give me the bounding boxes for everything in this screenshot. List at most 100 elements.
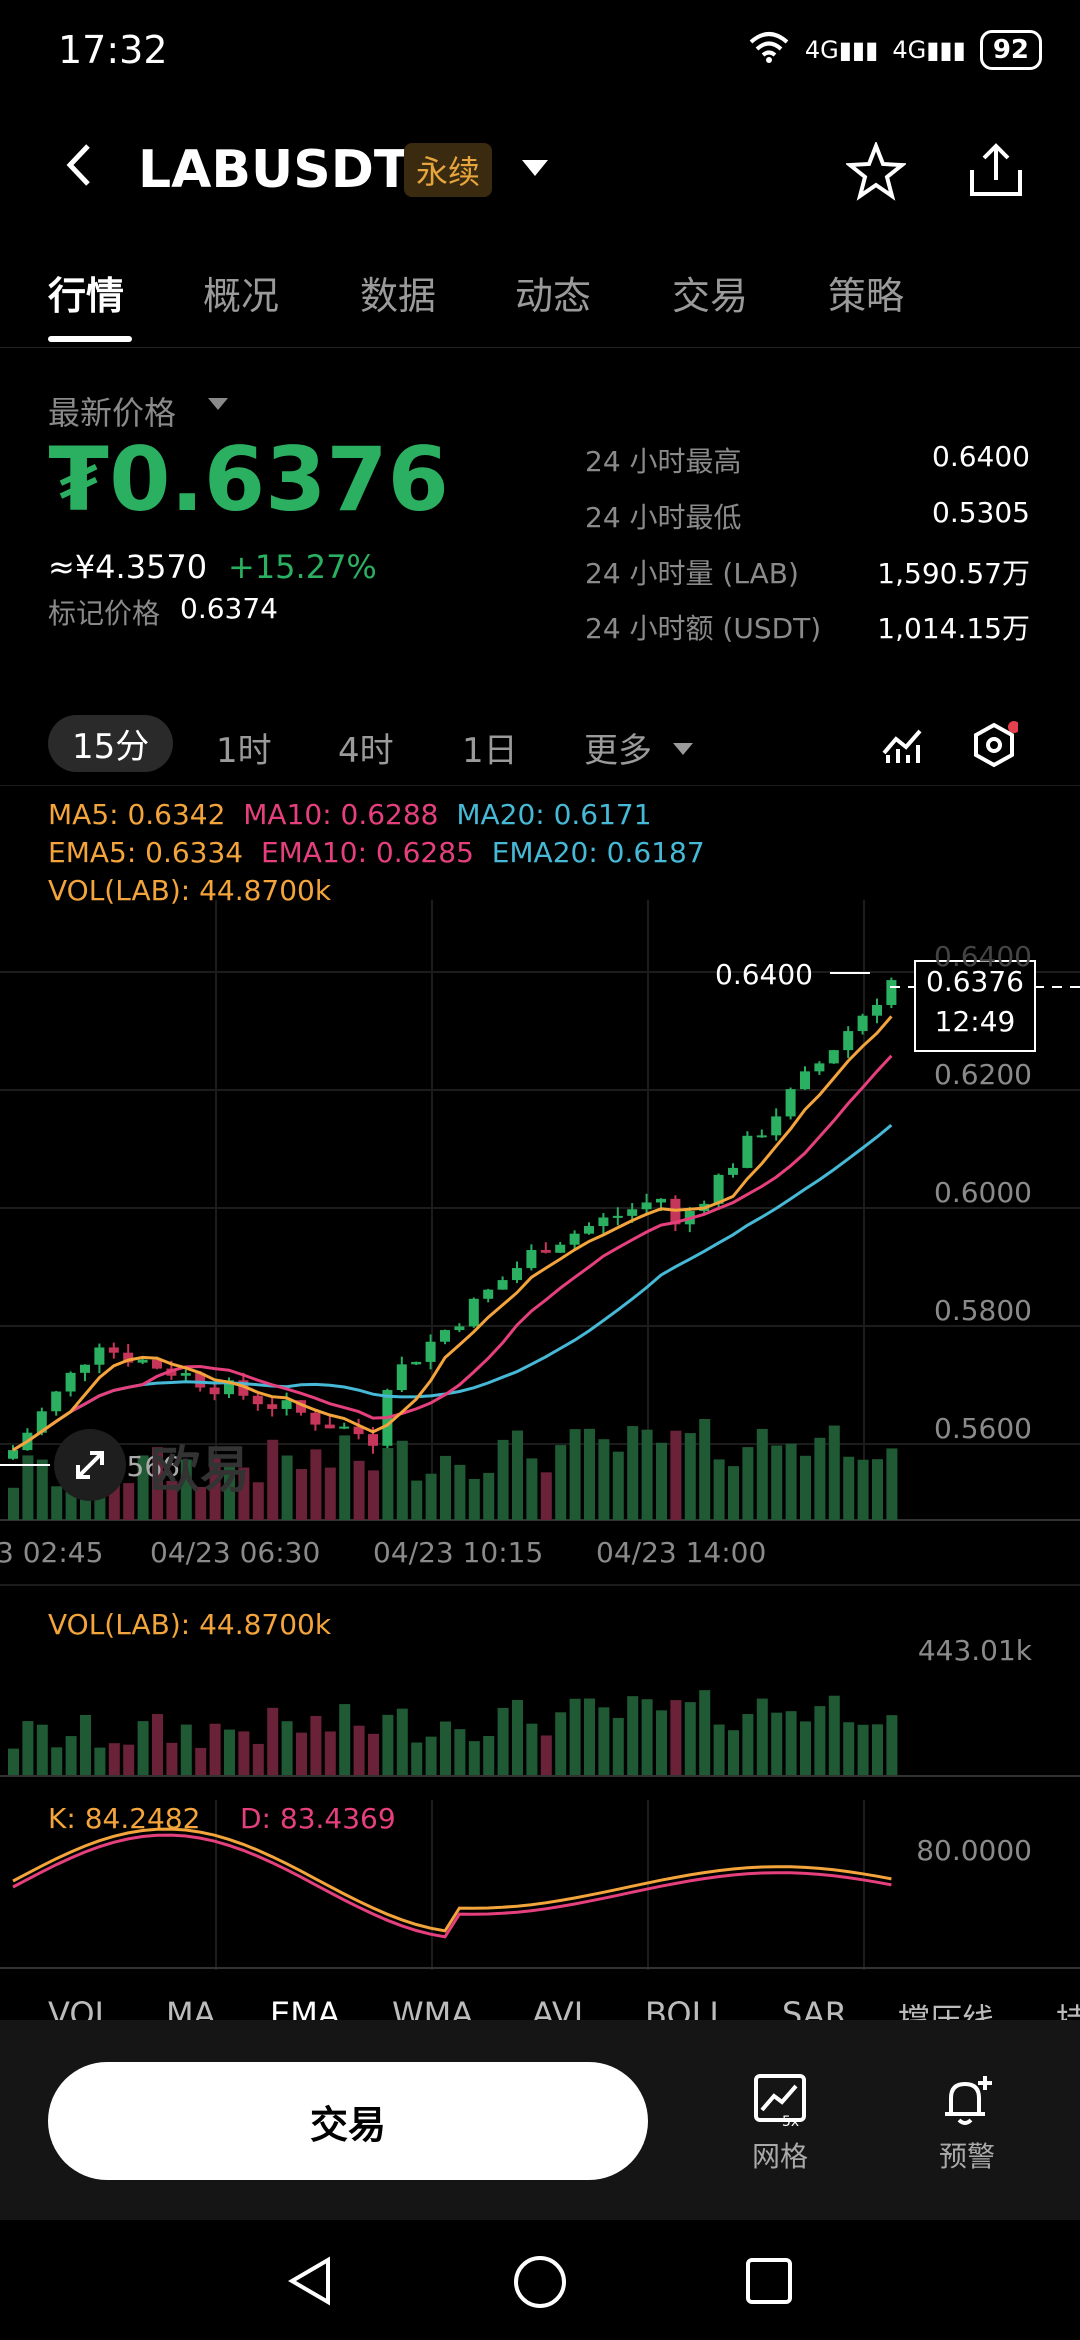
volume-bar	[454, 1729, 466, 1776]
price-axis-label: 0.5600	[934, 1412, 1032, 1445]
trade-button[interactable]: 交易	[48, 2062, 648, 2180]
interval-1h[interactable]: 1时	[216, 731, 272, 771]
favorite-star-icon[interactable]	[844, 140, 908, 206]
price-label-caret-icon[interactable]	[206, 396, 230, 416]
nav-recents-icon[interactable]	[744, 2256, 794, 2310]
volume-bar	[540, 1735, 552, 1776]
candle	[742, 1135, 753, 1168]
dropdown-caret-icon[interactable]	[520, 158, 550, 182]
volume-bar	[800, 1721, 811, 1776]
candle	[497, 1280, 508, 1290]
candle	[80, 1364, 90, 1373]
volume-bar	[728, 1466, 739, 1520]
ma-line: MA5: 0.6342 MA10: 0.6288 MA20: 0.6171	[48, 798, 652, 831]
expand-icon[interactable]	[50, 1425, 130, 1509]
volume-bar	[742, 1714, 754, 1776]
interval-15m[interactable]: 15分	[48, 715, 174, 772]
alert-button[interactable]: 预警	[922, 2072, 1012, 2175]
volume-bar	[368, 1733, 379, 1776]
volume-bar	[123, 1744, 135, 1776]
interval-more[interactable]: 更多	[584, 731, 652, 771]
more-caret-icon[interactable]	[672, 741, 694, 760]
tab-overview[interactable]: 概况	[203, 274, 280, 318]
settings-hexagon-icon[interactable]	[970, 721, 1020, 773]
volume-bar	[36, 1724, 48, 1776]
candle	[526, 1250, 537, 1269]
volume-bar	[166, 1742, 178, 1776]
tab-strategy[interactable]: 策略	[828, 274, 905, 318]
volume-bar	[94, 1486, 106, 1520]
price-cny: ≈¥4.3570	[48, 548, 208, 586]
price-axis-label: 0.6400	[934, 940, 1032, 973]
candle	[656, 1198, 666, 1203]
tab-market[interactable]: 行情	[48, 274, 125, 318]
tab-news[interactable]: 动态	[515, 274, 592, 318]
mark-price-label: 标记价格	[48, 597, 161, 630]
volume-bar	[324, 1731, 336, 1776]
candle	[108, 1347, 119, 1353]
time-axis-label: 04/23 14:00	[596, 1536, 767, 1569]
grid-button[interactable]: 5x 网格	[735, 2072, 825, 2175]
tab-data[interactable]: 数据	[360, 274, 437, 318]
kline-chart[interactable]	[0, 900, 1080, 2000]
interval-bar: 15分 1时 4时 1日 更多	[0, 705, 1080, 786]
candle	[324, 1424, 335, 1429]
nav-back-icon[interactable]	[284, 2254, 338, 2312]
interval-4h[interactable]: 4时	[338, 731, 394, 771]
volume-bar	[555, 1712, 567, 1776]
candle	[8, 1450, 18, 1459]
volume-bar	[555, 1445, 567, 1520]
ema20-value: EMA20: 0.6187	[491, 836, 705, 869]
volume-bar	[137, 1721, 149, 1776]
time-axis-label: 04/23 10:15	[373, 1536, 544, 1569]
volume-bar	[670, 1430, 682, 1520]
volume-bar	[598, 1439, 610, 1520]
volume-bar	[627, 1426, 639, 1520]
candle	[353, 1426, 364, 1435]
volume-bar	[684, 1702, 696, 1776]
volume-bar	[886, 1448, 898, 1520]
volume-bar	[584, 1428, 595, 1520]
volume-bar	[396, 1708, 408, 1776]
active-tab-indicator	[48, 336, 132, 342]
nav-home-icon[interactable]	[512, 2254, 568, 2314]
candle	[598, 1217, 609, 1227]
candle	[800, 1071, 810, 1090]
candle	[152, 1359, 162, 1369]
indicator-chart-icon[interactable]	[880, 723, 924, 771]
high-label: 0.6400	[715, 958, 813, 991]
candle	[238, 1380, 249, 1396]
candle	[180, 1373, 191, 1376]
volume-bar	[699, 1690, 711, 1776]
candle	[771, 1116, 782, 1136]
volume-bar	[785, 1443, 797, 1520]
stat-label: 24 小时最低	[585, 501, 742, 534]
share-icon[interactable]	[966, 140, 1026, 204]
volume-bar	[267, 1439, 279, 1520]
volume-bar	[440, 1721, 451, 1776]
candle	[209, 1387, 220, 1395]
volume-bar	[843, 1456, 855, 1520]
volume-bar	[440, 1455, 451, 1520]
candle	[137, 1359, 148, 1363]
candle	[584, 1226, 594, 1234]
candle	[425, 1341, 436, 1362]
current-price-tag: 0.6376	[926, 965, 1024, 998]
back-arrow-icon[interactable]	[60, 140, 100, 203]
volume-panel[interactable]	[0, 1600, 1080, 1780]
price-label[interactable]: 最新价格	[48, 394, 177, 432]
pair-title[interactable]: LABUSDT	[138, 140, 410, 200]
signal-icon-2: 4G▮▮▮	[892, 36, 966, 64]
volume-bar	[828, 1695, 840, 1776]
time-axis-label: 3 02:45	[0, 1536, 104, 1569]
tab-trade[interactable]: 交易	[672, 274, 749, 318]
interval-1d[interactable]: 1日	[462, 731, 518, 771]
volume-bar	[209, 1723, 221, 1776]
volume-bar	[382, 1714, 394, 1776]
kd-panel[interactable]	[0, 1800, 1080, 1970]
volume-bar	[180, 1459, 192, 1520]
ma20-line	[12, 1123, 893, 1452]
candle	[94, 1347, 105, 1365]
volume-bar	[483, 1472, 495, 1520]
volume-bar	[195, 1747, 207, 1776]
